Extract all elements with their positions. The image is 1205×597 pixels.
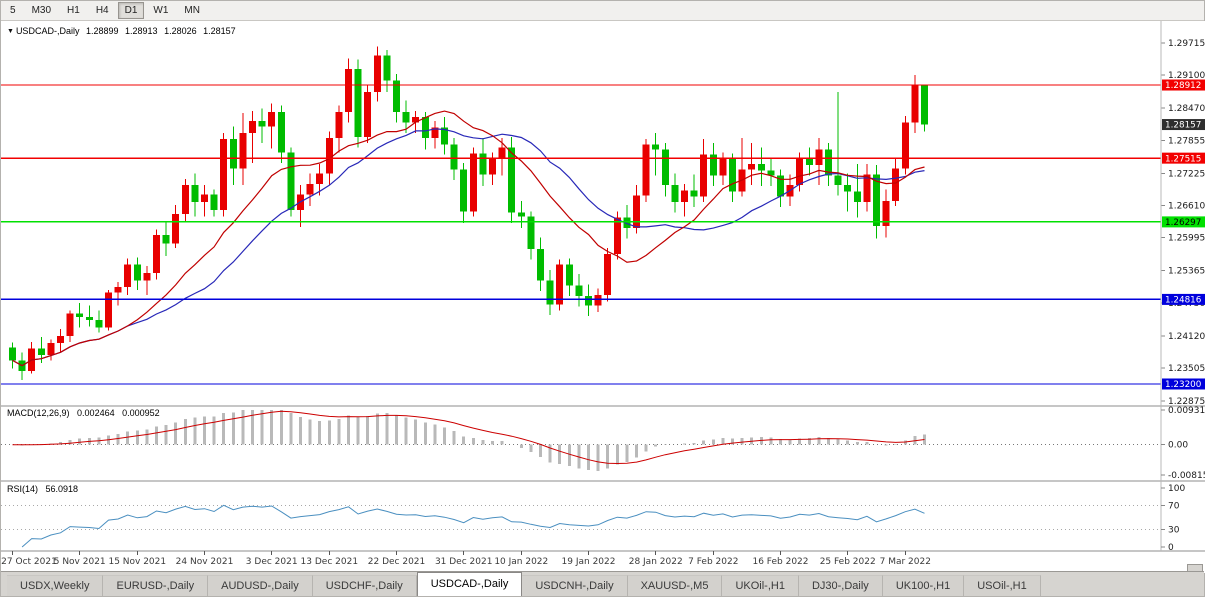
candlestick-series xyxy=(9,46,928,380)
svg-text:1.28470: 1.28470 xyxy=(1168,104,1205,114)
price-flag-1.28912: 1.28912 xyxy=(1162,79,1205,91)
tab-audusd-daily[interactable]: AUDUSD-,Daily xyxy=(208,575,313,596)
tabbar-filler xyxy=(1041,575,1204,596)
tab-usdcad-daily[interactable]: USDCAD-,Daily xyxy=(416,572,523,596)
svg-text:1.25995: 1.25995 xyxy=(1168,234,1205,244)
svg-text:10 Jan 2022: 10 Jan 2022 xyxy=(494,557,548,567)
svg-text:1.23200: 1.23200 xyxy=(1165,380,1202,390)
svg-text:28 Jan 2022: 28 Jan 2022 xyxy=(629,557,683,567)
svg-text:1.24816: 1.24816 xyxy=(1165,296,1202,306)
tab-ukoil-h1[interactable]: UKOil-,H1 xyxy=(722,575,799,596)
price-flag-1.26297: 1.26297 xyxy=(1162,216,1205,228)
svg-text:1.29715: 1.29715 xyxy=(1168,39,1205,49)
price-flag-1.27515: 1.27515 xyxy=(1162,152,1205,164)
svg-text:24 Nov 2021: 24 Nov 2021 xyxy=(176,557,234,567)
tab-usdx-weekly[interactable]: USDX,Weekly xyxy=(7,575,104,596)
ohlc-low: 1.28026 xyxy=(164,26,197,36)
timeframe-h1-button[interactable]: H1 xyxy=(60,2,87,19)
svg-text:5 Nov 2021: 5 Nov 2021 xyxy=(54,557,106,567)
chart-dropdown-icon[interactable]: ▼ xyxy=(7,28,14,35)
ohlc-close: 1.28157 xyxy=(203,26,236,36)
svg-text:1.28157: 1.28157 xyxy=(1165,121,1201,131)
ohlc-high: 1.28913 xyxy=(125,26,158,36)
timeframe-d1-button[interactable]: D1 xyxy=(117,2,145,19)
svg-text:1.27225: 1.27225 xyxy=(1168,169,1205,179)
svg-text:7 Feb 2022: 7 Feb 2022 xyxy=(688,557,738,567)
timeframe-w1-button[interactable]: W1 xyxy=(146,2,175,19)
svg-text:1.26297: 1.26297 xyxy=(1165,218,1201,228)
rsi-line xyxy=(21,504,925,548)
timeframe-h4-button[interactable]: H4 xyxy=(89,2,116,19)
svg-text:31 Dec 2021: 31 Dec 2021 xyxy=(435,557,493,567)
svg-text:16 Feb 2022: 16 Feb 2022 xyxy=(752,557,808,567)
svg-text:1.23505: 1.23505 xyxy=(1168,364,1205,374)
chart-symbol-label: USDCAD-,Daily xyxy=(15,26,80,36)
macd-signal-value: 0.000952 xyxy=(122,408,160,418)
svg-text:1.25365: 1.25365 xyxy=(1168,267,1205,277)
timeframe-m30-button[interactable]: M30 xyxy=(25,2,58,19)
tab-usdcnh-daily[interactable]: USDCNH-,Daily xyxy=(522,575,628,596)
svg-text:19 Jan 2022: 19 Jan 2022 xyxy=(562,557,616,567)
rsi-name: RSI(14) xyxy=(7,484,39,494)
svg-text:7 Mar 2022: 7 Mar 2022 xyxy=(880,557,931,567)
price-flag-1.24816: 1.24816 xyxy=(1162,293,1205,306)
ma-slow-line xyxy=(12,128,925,367)
svg-text:1.29100: 1.29100 xyxy=(1168,71,1205,81)
timeframe-m5-button[interactable]: 5 xyxy=(3,2,23,19)
svg-text:22 Dec 2021: 22 Dec 2021 xyxy=(368,557,426,567)
svg-text:3 Dec 2021: 3 Dec 2021 xyxy=(246,557,298,567)
svg-text:1.24120: 1.24120 xyxy=(1168,332,1205,342)
svg-text:-0.00815: -0.00815 xyxy=(1168,471,1205,481)
svg-text:0: 0 xyxy=(1168,543,1174,553)
svg-text:1.28912: 1.28912 xyxy=(1165,81,1201,91)
svg-text:1.26610: 1.26610 xyxy=(1168,202,1205,212)
svg-text:100: 100 xyxy=(1168,484,1185,494)
timeframe-mn-button[interactable]: MN xyxy=(177,2,207,19)
price-flag-1.23200: 1.23200 xyxy=(1162,378,1205,390)
macd-histogram xyxy=(20,410,926,471)
timeframe-toolbar: 5 M30 H1 H4 D1 W1 MN xyxy=(1,1,1204,21)
current-price-flag: 1.28157 xyxy=(1162,119,1205,131)
svg-text:27 Oct 2021: 27 Oct 2021 xyxy=(1,557,57,567)
tab-usdchf-daily[interactable]: USDCHF-,Daily xyxy=(312,575,417,596)
svg-text:1.22875: 1.22875 xyxy=(1168,397,1205,407)
svg-text:70: 70 xyxy=(1168,502,1180,512)
chart-ohlc-header: ▼ USDCAD-,Daily 1.28899 1.28913 1.28026 1… xyxy=(7,26,240,36)
svg-text:15 Nov 2021: 15 Nov 2021 xyxy=(108,557,166,567)
chart-canvas[interactable]: 1.29715 1.29100 1.28470 1.27855 1.27225 1.266… xyxy=(1,21,1205,573)
tab-eurusd-daily[interactable]: EURUSD-,Daily xyxy=(103,575,209,596)
svg-text:13 Dec 2021: 13 Dec 2021 xyxy=(301,557,359,567)
tab-usoil-h1[interactable]: USOil-,H1 xyxy=(964,575,1041,596)
macd-name: MACD(12,26,9) xyxy=(7,408,70,418)
svg-text:1.27855: 1.27855 xyxy=(1168,136,1205,146)
ohlc-open: 1.28899 xyxy=(85,26,119,36)
svg-text:0.00931: 0.00931 xyxy=(1168,406,1205,416)
svg-text:1.27515: 1.27515 xyxy=(1165,154,1201,164)
tab-dj30-daily[interactable]: DJ30-,Daily xyxy=(798,575,883,596)
rsi-indicator-label: RSI(14) 56.0918 xyxy=(7,484,78,494)
svg-text:0.00: 0.00 xyxy=(1168,441,1188,451)
ma-fast-line xyxy=(12,110,925,367)
macd-indicator-label: MACD(12,26,9) 0.002464 0.000952 xyxy=(7,408,160,418)
tab-uk100-h1[interactable]: UK100-,H1 xyxy=(882,575,965,596)
svg-text:25 Feb 2022: 25 Feb 2022 xyxy=(820,557,876,567)
macd-main-value: 0.002464 xyxy=(77,408,115,418)
chart-tabbar: USDX,Weekly EURUSD-,Daily AUDUSD-,Daily … xyxy=(1,571,1204,596)
rsi-value: 56.0918 xyxy=(45,484,79,494)
svg-text:30: 30 xyxy=(1168,525,1180,535)
tab-xauusd-m5[interactable]: XAUUSD-,M5 xyxy=(627,575,723,596)
macd-signal-line xyxy=(12,410,925,465)
